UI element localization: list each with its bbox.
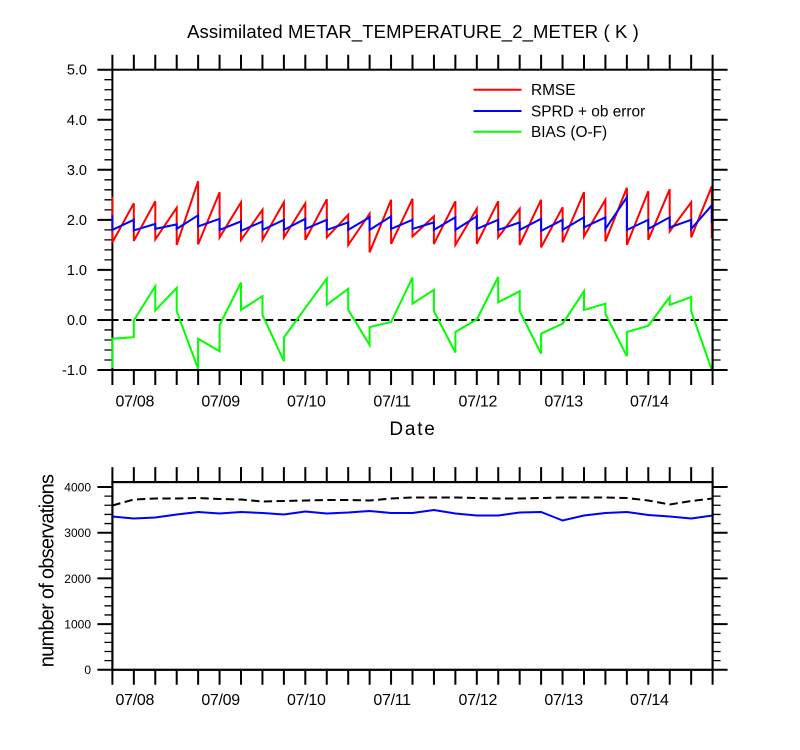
- svg-text:-1.0: -1.0: [62, 363, 87, 379]
- svg-text:07/09: 07/09: [201, 692, 240, 709]
- svg-text:BIAS (O-F): BIAS (O-F): [531, 124, 607, 141]
- svg-text:3000: 3000: [64, 526, 91, 540]
- svg-text:0.0: 0.0: [67, 313, 87, 329]
- svg-text:2.0: 2.0: [67, 213, 87, 229]
- svg-text:SPRD + ob error: SPRD + ob error: [531, 103, 645, 120]
- svg-text:07/10: 07/10: [287, 394, 326, 411]
- svg-text:Assimilated METAR_TEMPERATURE_: Assimilated METAR_TEMPERATURE_2_METER ( …: [187, 21, 639, 43]
- svg-text:07/09: 07/09: [201, 394, 240, 411]
- svg-text:07/08: 07/08: [116, 692, 155, 709]
- svg-text:07/14: 07/14: [630, 394, 669, 411]
- svg-text:Date: Date: [389, 419, 436, 440]
- svg-text:07/12: 07/12: [459, 692, 498, 709]
- svg-text:07/11: 07/11: [373, 692, 411, 709]
- svg-text:07/10: 07/10: [287, 692, 326, 709]
- svg-text:1000: 1000: [64, 618, 91, 632]
- svg-text:0: 0: [84, 663, 91, 677]
- svg-text:07/08: 07/08: [116, 394, 155, 411]
- svg-text:RMSE: RMSE: [531, 82, 575, 99]
- svg-text:1.0: 1.0: [67, 263, 87, 279]
- svg-text:07/13: 07/13: [544, 394, 583, 411]
- svg-text:07/13: 07/13: [544, 692, 583, 709]
- svg-text:07/12: 07/12: [459, 394, 498, 411]
- svg-text:4.0: 4.0: [67, 113, 87, 129]
- svg-text:number of observations: number of observations: [37, 474, 59, 667]
- svg-text:2000: 2000: [64, 572, 91, 586]
- svg-text:07/11: 07/11: [373, 394, 411, 411]
- svg-text:3.0: 3.0: [67, 163, 87, 179]
- svg-text:07/14: 07/14: [630, 692, 669, 709]
- svg-text:5.0: 5.0: [67, 63, 87, 79]
- svg-text:4000: 4000: [64, 480, 91, 494]
